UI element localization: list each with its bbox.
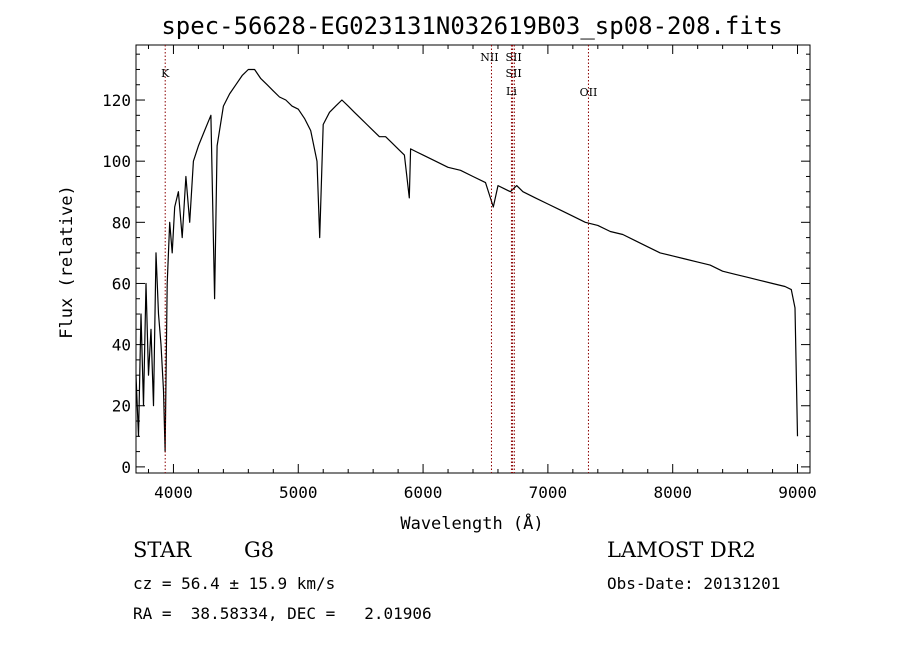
spectrum-line — [135, 68, 799, 453]
line-marker-label: SII — [505, 67, 521, 80]
x-tick-label: 5000 — [279, 483, 318, 502]
ra-dec-coordinates: RA = 38.58334, DEC = 2.01906 — [133, 604, 432, 623]
plot-area: 4000 5000 6000 7000 8000 9000 0 20 40 60 80 100 120 K… — [102, 44, 817, 502]
y-tick-label: 20 — [112, 397, 131, 416]
x-tick-label: 9000 — [778, 483, 817, 502]
x-axis-label: Wavelength (Å) — [400, 512, 543, 534]
line-marker-label: Li — [506, 85, 517, 98]
x-tick-label: 7000 — [529, 483, 568, 502]
x-tick-label: 8000 — [653, 483, 692, 502]
line-marker-label: SII — [505, 51, 521, 64]
plot-frame — [135, 44, 811, 474]
y-tick-label: 0 — [121, 458, 131, 477]
y-tick-label: 60 — [112, 274, 131, 293]
x-tick-label: 6000 — [404, 483, 443, 502]
line-marker-label: OII — [580, 86, 598, 99]
y-tick-label: 80 — [112, 213, 131, 232]
object-class: G8 — [244, 538, 275, 562]
redshift-velocity: cz = 56.4 ± 15.9 km/s — [133, 574, 336, 593]
survey-name: LAMOST DR2 — [607, 538, 756, 562]
line-marker-label: K — [161, 67, 170, 80]
x-tick-label: 4000 — [154, 483, 193, 502]
y-tick-label: 40 — [112, 336, 131, 355]
observation-date: Obs-Date: 20131201 — [607, 574, 781, 593]
chart-title: spec-56628-EG023131N032619B03_sp08-208.f… — [161, 12, 782, 40]
y-tick-label: 100 — [102, 152, 131, 171]
object-type: STAR — [133, 538, 192, 562]
y-tick-label: 120 — [102, 91, 131, 110]
y-axis-label: Flux (relative) — [57, 185, 77, 339]
line-marker-label: NII — [480, 51, 498, 64]
